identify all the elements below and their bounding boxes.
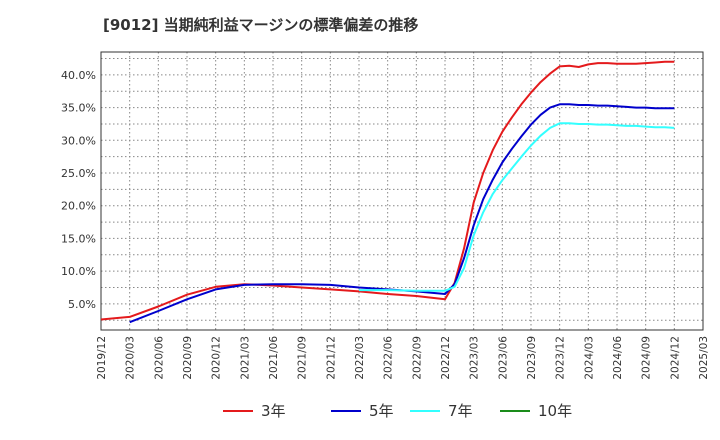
- series-line: [359, 122, 675, 292]
- x-tick-label: 2024/03: [583, 336, 595, 380]
- x-tick-label: 2021/06: [268, 336, 280, 380]
- x-tick-label: 2020/06: [153, 336, 165, 380]
- x-tick-label: 2024/09: [641, 336, 653, 380]
- y-tick-label: 35.0%: [61, 102, 96, 115]
- legend-item: 10年: [500, 400, 572, 421]
- x-tick-label: 2023/03: [469, 336, 481, 380]
- x-tick-label: 2021/09: [297, 336, 309, 380]
- x-tick-label: 2021/03: [239, 336, 251, 380]
- series-line: [129, 103, 675, 324]
- y-tick-label: 15.0%: [61, 232, 96, 245]
- plot-area: [101, 52, 703, 330]
- x-tick-label: 2022/09: [411, 336, 423, 380]
- chart-title: [9012] 当期純利益マージンの標準偏差の推移: [103, 16, 419, 34]
- x-tick-label: 2024/12: [669, 336, 681, 380]
- x-tick-label: 2025/03: [698, 336, 710, 380]
- x-tick-label: 2022/03: [354, 336, 366, 380]
- legend-swatch: [410, 409, 440, 412]
- legend-label: 7年: [448, 402, 473, 420]
- x-tick-label: 2019/12: [96, 336, 108, 380]
- x-tick-label: 2020/09: [182, 336, 194, 380]
- x-tick-label: 2022/06: [383, 336, 395, 380]
- legend-item: 3年: [223, 400, 286, 421]
- x-tick-label: 2020/12: [211, 336, 223, 380]
- legend-swatch: [500, 409, 530, 412]
- legend-label: 5年: [369, 402, 394, 420]
- y-tick-label: 30.0%: [61, 134, 96, 147]
- legend-swatch: [331, 409, 361, 412]
- plot-frame: [100, 51, 704, 331]
- y-tick-label: 20.0%: [61, 200, 96, 213]
- x-tick-label: 2021/12: [325, 336, 337, 380]
- legend-label: 3年: [261, 402, 286, 420]
- x-tick-label: 2024/06: [612, 336, 624, 380]
- x-tick-label: 2023/12: [555, 336, 567, 380]
- x-tick-label: 2023/06: [497, 336, 509, 380]
- legend-item: 5年: [331, 400, 394, 421]
- chart-legend: 3年 5年 7年 10年: [0, 402, 720, 431]
- y-tick-label: 40.0%: [61, 69, 96, 82]
- x-tick-label: 2022/12: [440, 336, 452, 380]
- y-tick-label: 5.0%: [68, 298, 96, 311]
- x-tick-label: 2023/09: [526, 336, 538, 380]
- legend-item: 7年: [410, 400, 473, 421]
- series-line: [100, 60, 675, 321]
- y-tick-label: 10.0%: [61, 265, 96, 278]
- y-tick-label: 25.0%: [61, 167, 96, 180]
- legend-label: 10年: [538, 402, 573, 420]
- x-tick-label: 2020/03: [125, 336, 137, 380]
- legend-swatch: [223, 409, 253, 412]
